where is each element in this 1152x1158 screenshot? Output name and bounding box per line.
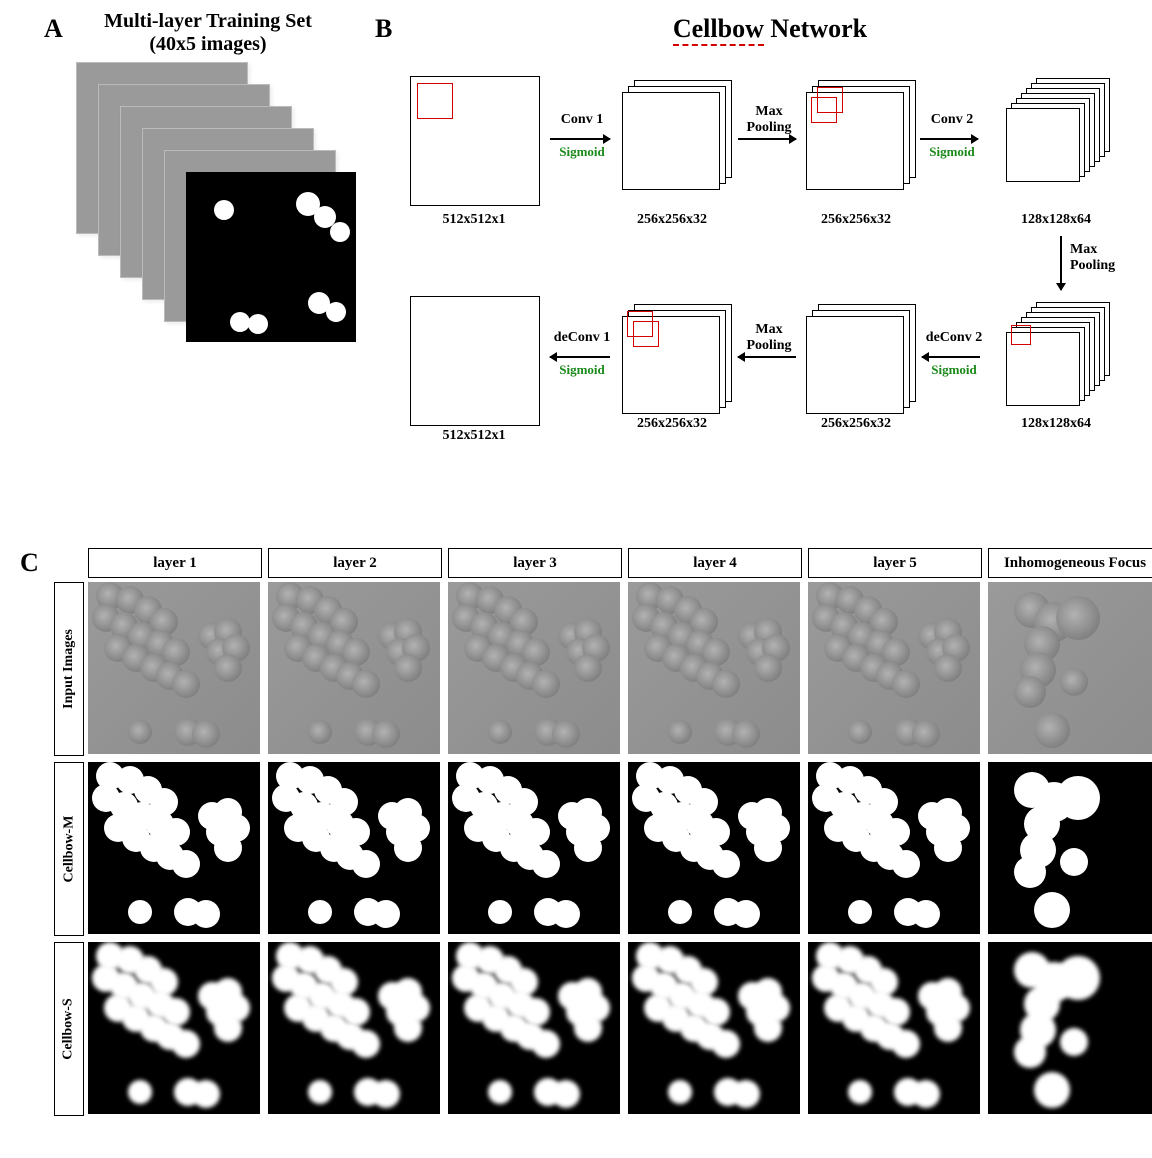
arrow-deconv2 <box>922 356 980 358</box>
op-deconv2-sigmoid: Sigmoid <box>916 362 992 378</box>
col-header-5: Inhomogeneous Focus <box>988 548 1152 578</box>
row-label-0: Input Images <box>54 582 84 756</box>
dim-conv1: 256x256x32 <box>612 212 732 228</box>
arrow-pool1 <box>738 138 796 140</box>
net-deconv1-1 <box>622 316 720 414</box>
col-header-3: layer 4 <box>628 548 802 578</box>
grid-cell-r2-c5 <box>988 942 1152 1114</box>
grid-cell-r0-c0 <box>88 582 260 754</box>
grid-cell-r0-c1 <box>268 582 440 754</box>
col-header-2: layer 3 <box>448 548 622 578</box>
panel-a-title-line2: (40x5 images) <box>149 33 266 55</box>
net-deconv1-receptive-b <box>633 321 659 347</box>
op-conv2: Conv 2 <box>916 112 988 128</box>
grid-cell-r2-c3 <box>628 942 800 1114</box>
grid-cell-r2-c4 <box>808 942 980 1114</box>
net-deconv2-1 <box>1006 332 1080 406</box>
figure-root: A Multi-layer Training Set (40x5 images) <box>0 0 1152 1158</box>
panel-a-title: Multi-layer Training Set (40x5 images) <box>78 10 338 56</box>
net-out <box>410 296 540 426</box>
panel-a-title-line1: Multi-layer Training Set <box>104 10 312 32</box>
net-deconv2-receptive <box>1011 325 1031 345</box>
op-conv1-sigmoid: Sigmoid <box>546 144 618 160</box>
grid-cell-r2-c1 <box>268 942 440 1114</box>
row-label-1: Cellbow-M <box>54 762 84 936</box>
dim-deconv1: 256x256x32 <box>612 416 732 432</box>
net-pool2-1 <box>806 316 904 414</box>
net-pool1-receptive-b <box>817 87 843 113</box>
op-pool2: Max Pooling <box>730 322 808 354</box>
grid-cell-r0-c4 <box>808 582 980 754</box>
grid-cell-r1-c2 <box>448 762 620 934</box>
panel-b-title: Cellbow Network <box>520 14 1020 46</box>
grid-cell-r1-c4 <box>808 762 980 934</box>
panel-b-label: B <box>375 14 392 44</box>
dim-out: 512x512x1 <box>410 428 538 444</box>
grid-cell-r1-c0 <box>88 762 260 934</box>
grid-cell-r0-c2 <box>448 582 620 754</box>
arrow-down <box>1060 236 1062 290</box>
arrow-pool2 <box>738 356 796 358</box>
grid-cell-r0-c3 <box>628 582 800 754</box>
dim-pool1: 256x256x32 <box>796 212 916 228</box>
row-label-2: Cellbow-S <box>54 942 84 1116</box>
col-header-4: layer 5 <box>808 548 982 578</box>
arrow-conv2 <box>920 138 978 140</box>
dim-in: 512x512x1 <box>410 212 538 228</box>
cellbow-underlined: Cellbow <box>673 14 764 46</box>
grid-cell-r2-c0 <box>88 942 260 1114</box>
panel-c-grid: layer 1layer 2layer 3layer 4layer 5Inhom… <box>18 548 1138 1148</box>
arrow-conv1 <box>550 138 610 140</box>
cellbow-suffix: Network <box>764 14 867 43</box>
op-deconv1-sigmoid: Sigmoid <box>544 362 620 378</box>
op-conv2-sigmoid: Sigmoid <box>916 144 988 160</box>
net-pool1-1 <box>806 92 904 190</box>
net-in-receptive <box>417 83 453 119</box>
col-header-0: layer 1 <box>88 548 262 578</box>
net-conv2-1 <box>1006 108 1080 182</box>
net-conv1-1 <box>622 92 720 190</box>
grid-cell-r2-c2 <box>448 942 620 1114</box>
grid-cell-r1-c5 <box>988 762 1152 934</box>
network-diagram: 512x512x1 Conv 1 Sigmoid 256x256x32 Max … <box>400 66 1130 496</box>
dim-deconv2: 128x128x64 <box>996 416 1116 432</box>
stack-mask <box>186 172 356 342</box>
op-conv1: Conv 1 <box>546 112 618 128</box>
op-pool1: Max Pooling <box>730 104 808 136</box>
grid-cell-r0-c5 <box>988 582 1152 754</box>
grid-cell-r1-c3 <box>628 762 800 934</box>
dim-pool2: 256x256x32 <box>796 416 916 432</box>
col-header-1: layer 2 <box>268 548 442 578</box>
op-deconv2: deConv 2 <box>916 330 992 346</box>
op-down: Max Pooling <box>1070 242 1134 274</box>
dim-conv2: 128x128x64 <box>996 212 1116 228</box>
grid-cell-r1-c1 <box>268 762 440 934</box>
arrow-deconv1 <box>550 356 610 358</box>
panel-a-label: A <box>44 14 63 44</box>
op-deconv1: deConv 1 <box>544 330 620 346</box>
net-in <box>410 76 540 206</box>
